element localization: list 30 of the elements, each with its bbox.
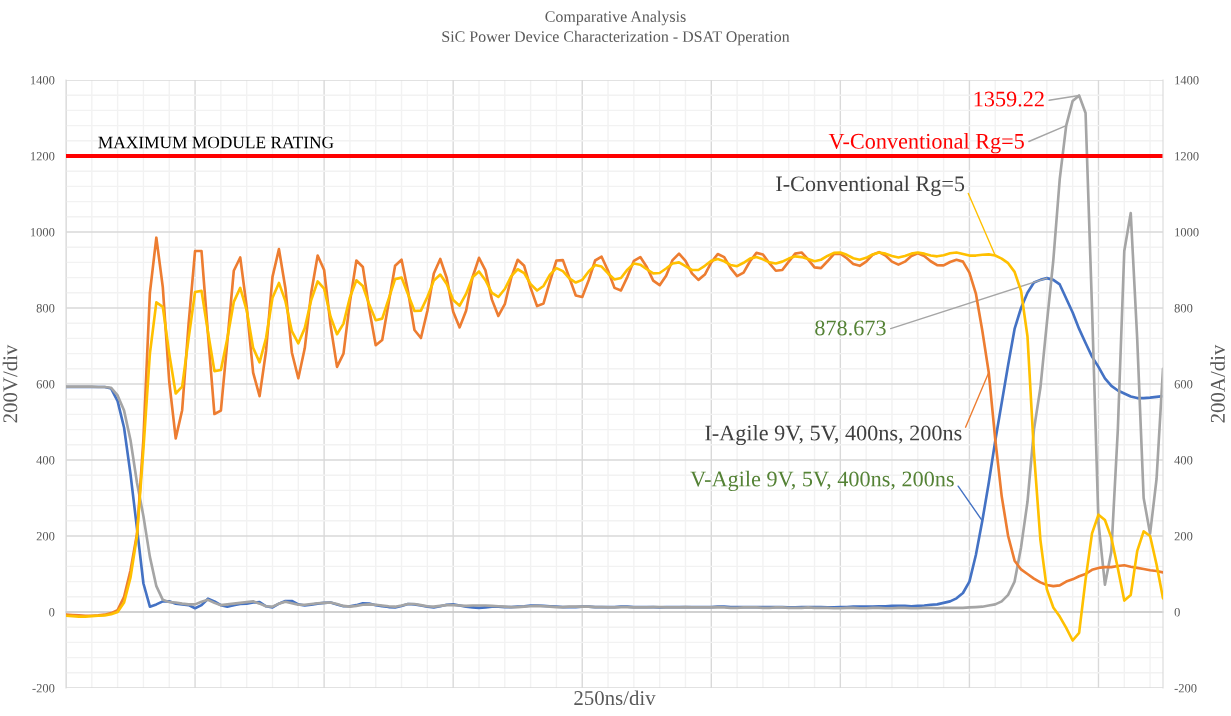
y2-tick-label: 0 [1174,608,1180,617]
x-axis-title: 250ns/div [574,690,656,706]
data-label: 878.673 [815,320,886,336]
y-tick-label: 0 [49,608,55,617]
y2-tick-label: 600 [1174,380,1193,389]
y2-tick-label: 1200 [1175,152,1199,161]
chart-title: Comparative Analysis [545,10,686,26]
y2-tick-label: 200 [1174,532,1193,541]
chart-subtitle: SiC Power Device Characterization - DSAT Operation [442,30,790,46]
legend-label: V-Conventional Rg=5 [828,133,1024,154]
y-axis-title: 200V/div [2,344,18,423]
y-tick-label: 800 [36,304,55,313]
y-tick-label: -200 [32,684,55,693]
series-label: I-Agile 9V, 5V, 400ns, 200ns [705,424,962,446]
y-tick-label: 1200 [30,152,55,161]
y-tick-label: 1000 [30,228,55,237]
y2-tick-label: 1400 [1175,76,1199,85]
y2-tick-label: 1000 [1175,228,1199,237]
ref-line-label: MAXIMUM MODULE RATING [98,136,334,149]
y-tick-label: 1400 [30,76,55,85]
y2-tick-label: -200 [1174,684,1197,693]
y-tick-label: 400 [36,456,55,465]
y-tick-label: 600 [36,380,55,389]
y-tick-label: 200 [36,532,55,541]
data-label: 1359.22 [974,91,1044,107]
y2-tick-label: 800 [1174,304,1193,313]
series-label: V-Agile 9V, 5V, 400ns, 200ns [690,470,954,492]
y2-tick-label: 400 [1174,456,1193,465]
text: I-Conventional Rg=5 [776,175,965,196]
y2-axis-title: 200A/div [1210,344,1225,423]
